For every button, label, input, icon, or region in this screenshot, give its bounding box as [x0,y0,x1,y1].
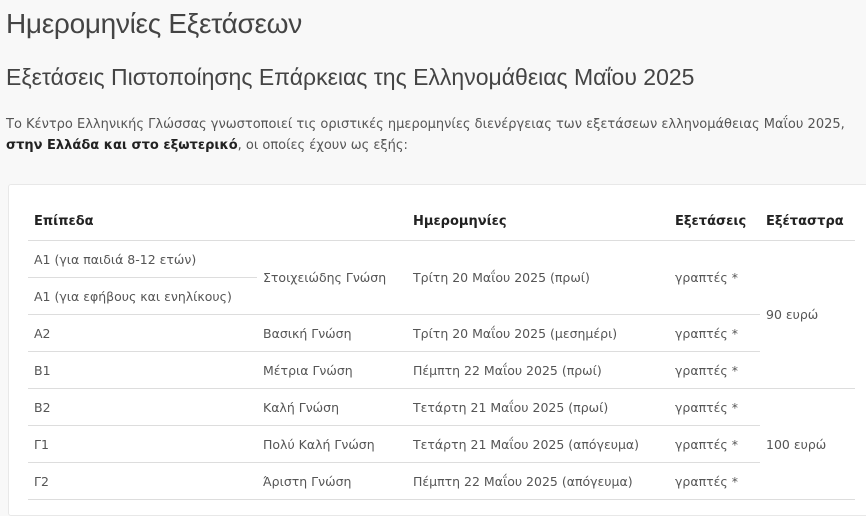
knowledge-cell: Άριστη Γνώση [257,462,407,500]
table-row: Α1 (για παιδιά 8-12 ετών) Στοιχειώδης Γν… [28,240,855,389]
date-cell: Τρίτη 20 Μαΐου 2025 (μεσημέρι) [407,314,669,352]
table-row: Α2 Βασική Γνώση Τρίτη 20 Μαΐου 2025 (μεσ… [28,314,855,352]
level-cell: Α2 [28,314,257,352]
page-subtitle: Εξετάσεις Πιστοποίησης Επάρκειας της Ελλ… [6,64,695,90]
table-header-row: Επίπεδα Ημερομηνίες Εξετάσεις Εξέταστρα [28,203,855,241]
intro-paragraph: Το Κέντρο Ελληνικής Γλώσσας γνωστοποιεί … [6,114,856,156]
level-cell: Γ2 [28,462,257,500]
date-cell: Πέμπτη 22 Μαΐου 2025 (απόγευμα) [407,462,669,500]
level-cell: Β2 [28,388,257,426]
date-cell: Τετάρτη 21 Μαΐου 2025 (απόγευμα) [407,425,669,463]
intro-text-end: , οι οποίες έχουν ως εξής: [237,138,408,153]
table-row: Β2 Καλή Γνώση Τετάρτη 21 Μαΐου 2025 (πρω… [28,388,855,500]
knowledge-cell: Μέτρια Γνώση [257,351,407,389]
fee-cell: 90 ευρώ [760,240,855,389]
knowledge-cell: Πολύ Καλή Γνώση [257,425,407,463]
exams-cell: γραπτές * [669,314,760,352]
header-levels: Επίπεδα [28,203,257,241]
date-cell: Πέμπτη 22 Μαΐου 2025 (πρωί) [407,351,669,389]
exams-cell: γραπτές * [669,425,760,463]
level-cell: Γ1 [28,425,257,463]
level-cell: Α1 (για παιδιά 8-12 ετών) [28,240,257,278]
level-cell: Α1 (για εφήβους και ενηλίκους) [28,277,257,315]
table-row: Γ2 Άριστη Γνώση Πέμπτη 22 Μαΐου 2025 (απ… [28,462,855,500]
knowledge-cell: Βασική Γνώση [257,314,407,352]
exams-cell: γραπτές * [669,351,760,389]
fee-cell: 100 ευρώ [760,388,855,500]
date-cell: Τρίτη 20 Μαΐου 2025 (πρωί) [407,240,669,315]
table-row: Α1 (για εφήβους και ενηλίκους) [28,277,855,315]
date-cell: Τετάρτη 21 Μαΐου 2025 (πρωί) [407,388,669,426]
intro-bold: στην Ελλάδα και στο εξωτερικό [6,138,238,153]
header-fees: Εξέταστρα [760,203,855,241]
knowledge-cell: Στοιχειώδης Γνώση [257,240,407,315]
exams-cell: γραπτές * [669,240,760,315]
page-title: Ημερομηνίες Εξετάσεων [6,8,302,39]
table-row: Γ1 Πολύ Καλή Γνώση Τετάρτη 21 Μαΐου 2025… [28,425,855,463]
header-knowledge [257,203,407,241]
intro-text: Το Κέντρο Ελληνικής Γλώσσας γνωστοποιεί … [6,117,845,132]
exams-cell: γραπτές * [669,388,760,426]
level-cell: Β1 [28,351,257,389]
knowledge-cell: Καλή Γνώση [257,388,407,426]
table-row: Β1 Μέτρια Γνώση Πέμπτη 22 Μαΐου 2025 (πρ… [28,351,855,389]
exams-cell: γραπτές * [669,462,760,500]
header-exams: Εξετάσεις [669,203,760,241]
exam-dates-table: Επίπεδα Ημερομηνίες Εξετάσεις Εξέταστρα … [28,203,855,500]
header-dates: Ημερομηνίες [407,203,669,241]
